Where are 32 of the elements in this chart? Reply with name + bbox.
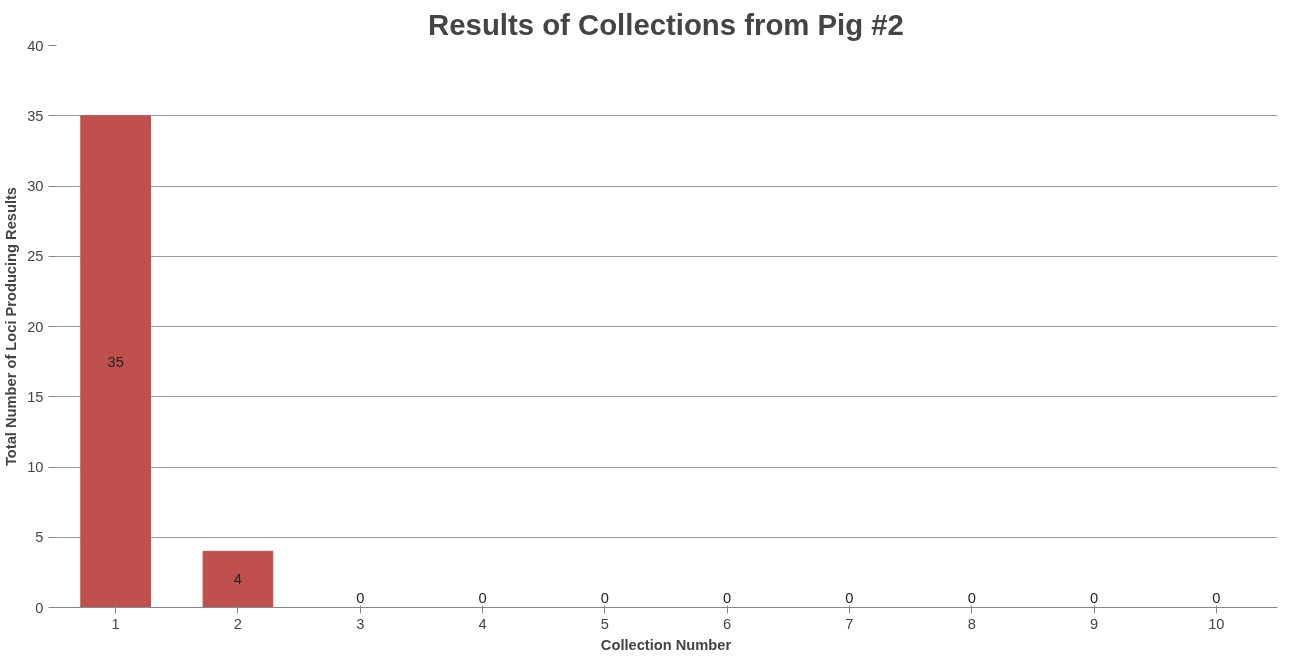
data-label: 0 <box>967 589 976 606</box>
x-tick-label: 2 <box>233 615 243 632</box>
data-label: 0 <box>723 589 732 606</box>
data-label: 0 <box>356 589 365 606</box>
x-tick-label: 1 <box>111 615 120 632</box>
y-tick-label: 30 <box>27 178 44 194</box>
data-label: 0 <box>1089 589 1099 606</box>
y-tick-label: 40 <box>27 37 44 54</box>
y-tick-label: 0 <box>35 599 44 616</box>
data-label: 35 <box>107 353 124 370</box>
data-label: 0 <box>478 589 487 606</box>
x-tick-label: 4 <box>478 615 487 632</box>
y-tick-label: 15 <box>27 388 44 405</box>
chart-title: Results of Collections from Pig #2 <box>428 7 904 41</box>
data-label: 0 <box>1212 589 1221 606</box>
x-axis-title: Collection Number <box>600 636 732 653</box>
y-tick-label: 20 <box>27 318 44 335</box>
x-tick-label: 3 <box>356 615 365 632</box>
x-tick-label: 9 <box>1089 615 1099 632</box>
data-label: 0 <box>600 589 609 606</box>
y-tick-label: 5 <box>35 529 44 546</box>
y-tick-label: 35 <box>27 107 44 124</box>
x-tick-label: 6 <box>723 615 732 632</box>
x-tick-label: 8 <box>967 615 976 632</box>
y-tick-label: 25 <box>27 248 44 265</box>
y-axis-title: Total Number of Loci Producing Results <box>3 186 20 467</box>
x-tick-label: 5 <box>600 615 609 632</box>
data-label: 4 <box>233 571 243 588</box>
data-label: 0 <box>845 589 854 606</box>
y-tick-label: 10 <box>27 459 44 475</box>
x-tick-label: 10 <box>1208 615 1225 632</box>
x-tick-label: 7 <box>845 615 854 632</box>
